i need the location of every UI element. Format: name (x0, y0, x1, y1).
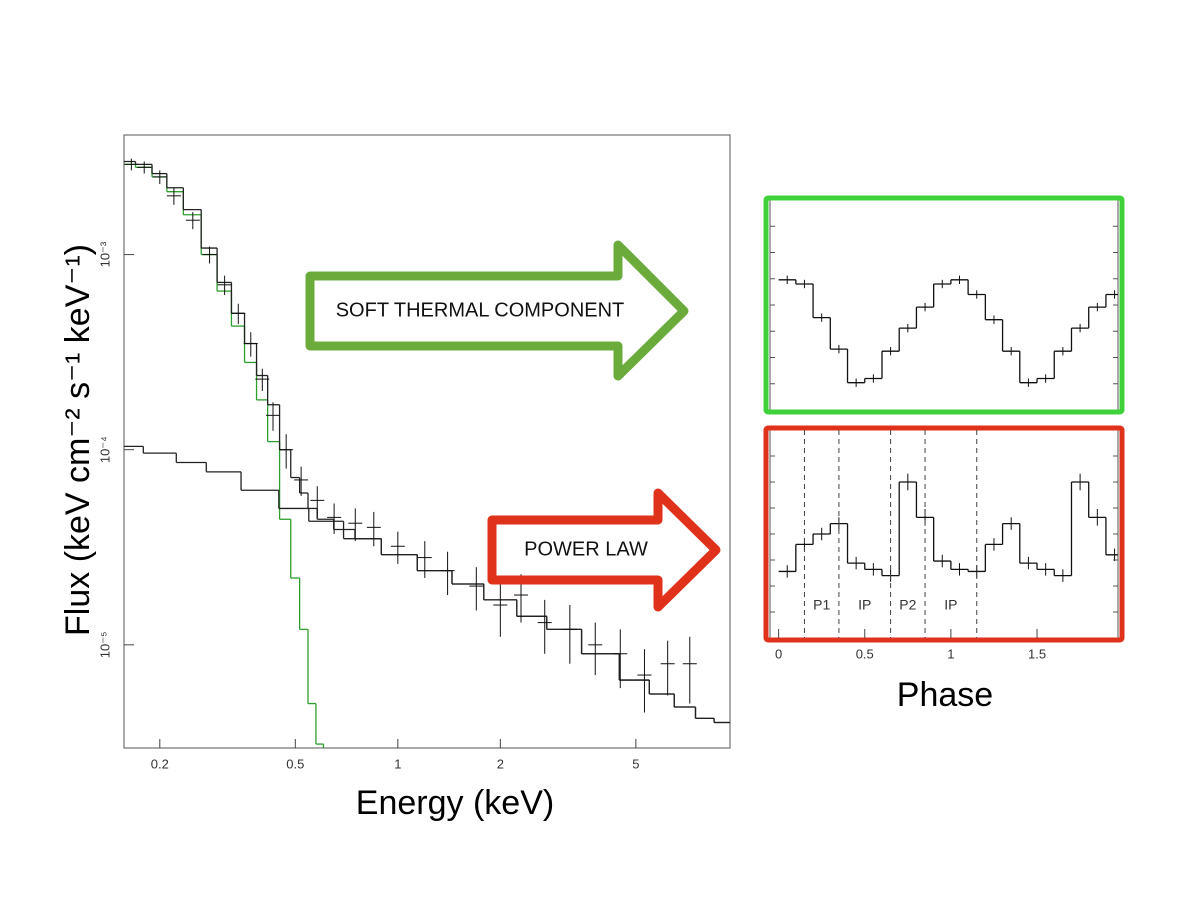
x-tick-label: 0.5 (286, 756, 304, 771)
y-axis-label: Flux (keV cm⁻² s⁻¹ keV⁻¹) (59, 244, 97, 636)
x-tick-label: 1.5 (1028, 646, 1046, 661)
plot-frame (769, 199, 1119, 411)
y-tick-label: 10⁻³ (97, 241, 112, 267)
x-tick-label: 5 (632, 756, 639, 771)
x-tick-label: 0.5 (856, 646, 874, 661)
annotation-text: SOFT THERMAL COMPONENT (336, 299, 625, 321)
region-label: IP (858, 597, 871, 613)
y-tick-label: 10⁻⁴ (97, 436, 112, 463)
x-tick-label: 2 (497, 756, 504, 771)
x-tick-label: 0.2 (151, 756, 169, 771)
x-tick-label: 1 (394, 756, 401, 771)
x-tick-label: 1 (947, 646, 954, 661)
x-axis-label: Phase (897, 676, 993, 714)
x-tick-label: 0 (775, 646, 782, 661)
highlight-frame (763, 195, 1125, 415)
region-label: IP (944, 597, 957, 613)
region-label: P1 (813, 597, 830, 613)
region-label: P2 (899, 597, 916, 613)
annotation-arrow (305, 240, 689, 381)
highlight-frame (763, 425, 1125, 643)
y-tick-label: 10⁻⁵ (97, 631, 112, 658)
plot-frame (123, 134, 731, 749)
annotation-text: POWER LAW (524, 538, 648, 560)
annotation-arrow (487, 488, 721, 612)
plot-area (778, 275, 1118, 387)
plot-area (778, 473, 1118, 582)
x-axis-label: Energy (keV) (356, 784, 554, 822)
plot-area (124, 158, 730, 748)
